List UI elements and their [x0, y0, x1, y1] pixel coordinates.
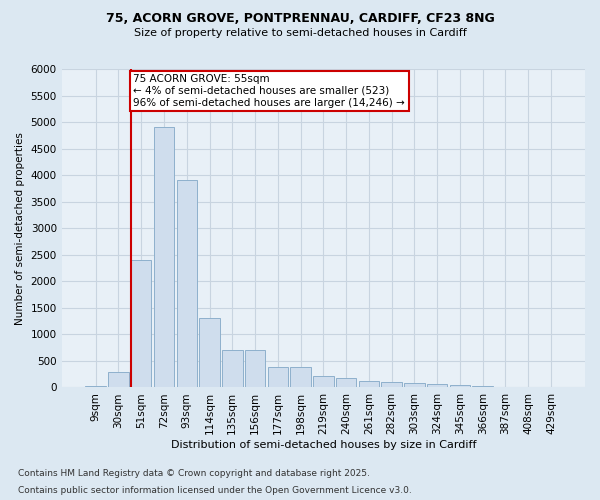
Bar — [449, 386, 470, 388]
Text: Size of property relative to semi-detached houses in Cardiff: Size of property relative to semi-detach… — [134, 28, 466, 38]
Bar — [85, 386, 106, 388]
Text: 75, ACORN GROVE, PONTPRENNAU, CARDIFF, CF23 8NG: 75, ACORN GROVE, PONTPRENNAU, CARDIFF, C… — [106, 12, 494, 26]
Bar — [199, 318, 220, 388]
Bar — [359, 380, 379, 388]
Bar — [176, 180, 197, 388]
Bar — [245, 350, 265, 388]
Text: 75 ACORN GROVE: 55sqm
← 4% of semi-detached houses are smaller (523)
96% of semi: 75 ACORN GROVE: 55sqm ← 4% of semi-detac… — [133, 74, 405, 108]
Bar — [268, 368, 288, 388]
X-axis label: Distribution of semi-detached houses by size in Cardiff: Distribution of semi-detached houses by … — [170, 440, 476, 450]
Bar — [313, 376, 334, 388]
Bar — [404, 383, 425, 388]
Bar — [131, 260, 151, 388]
Bar — [154, 128, 174, 388]
Bar — [472, 386, 493, 388]
Bar — [427, 384, 448, 388]
Bar — [382, 382, 402, 388]
Text: Contains HM Land Registry data © Crown copyright and database right 2025.: Contains HM Land Registry data © Crown c… — [18, 468, 370, 477]
Bar — [336, 378, 356, 388]
Y-axis label: Number of semi-detached properties: Number of semi-detached properties — [15, 132, 25, 324]
Bar — [290, 368, 311, 388]
Text: Contains public sector information licensed under the Open Government Licence v3: Contains public sector information licen… — [18, 486, 412, 495]
Bar — [495, 386, 515, 388]
Bar — [222, 350, 242, 388]
Bar — [108, 372, 129, 388]
